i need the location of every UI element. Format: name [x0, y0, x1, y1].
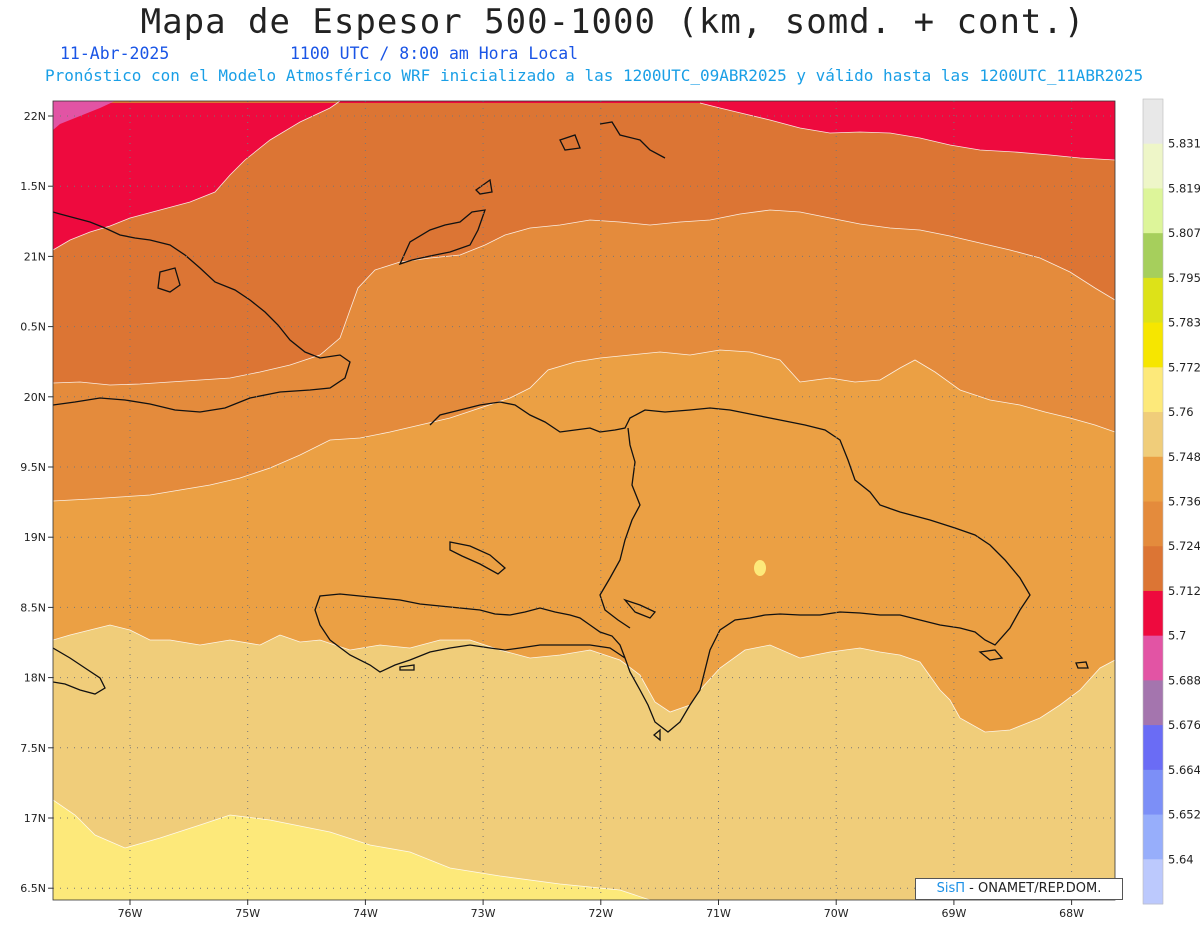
lat-label: 8.5N [20, 601, 46, 614]
colorbar-swatch [1143, 99, 1163, 145]
lat-label: 17N [24, 812, 46, 825]
lon-label: 69W [941, 907, 966, 920]
lon-label: 75W [235, 907, 260, 920]
colorbar-swatch [1143, 412, 1163, 458]
colorbar-swatch [1143, 143, 1163, 189]
longitude-labels: 76W 75W 74W 73W 72W 71W 70W 69W 68W [118, 900, 1084, 920]
colorbar-label: 5.688 [1168, 673, 1200, 687]
colorbar-label: 5.652 [1168, 808, 1200, 822]
colorbar-label: 5.7 [1168, 629, 1186, 643]
lat-label: 1.5N [20, 180, 46, 193]
colorbar-swatch [1143, 367, 1163, 413]
lat-label: 19N [24, 531, 46, 544]
colorbar-swatch [1143, 501, 1163, 547]
colorbar-swatch [1143, 546, 1163, 592]
colorbar-swatch [1143, 680, 1163, 726]
contour-fill-dark-orange [53, 101, 1115, 385]
lat-label: 9.5N [20, 461, 46, 474]
lon-label: 73W [471, 907, 496, 920]
lon-label: 72W [588, 907, 613, 920]
colorbar-frame [1142, 98, 1164, 905]
colorbar-label: 5.748 [1168, 450, 1200, 464]
shaded-contours [53, 101, 1115, 900]
colorbar-swatch [1143, 859, 1163, 905]
lon-label: 70W [824, 907, 849, 920]
contour-fill-red [53, 101, 1115, 250]
forecast-description: Pronóstico con el Modelo Atmosférico WRF… [45, 66, 1144, 85]
latitude-labels: 22N 1.5N 21N 0.5N 20N 9.5N 19N 8.5N 18N 7.5N 17N 6.… [20, 110, 53, 895]
lat-label: 0.5N [20, 321, 46, 334]
plot-frame [52, 100, 1116, 901]
colorbar-swatch [1143, 769, 1163, 816]
forecast-time: 1100 UTC / 8:00 am Hora Local [290, 44, 579, 63]
colorbar-swatch [1143, 590, 1163, 637]
grid-lines [53, 101, 1115, 900]
colorbar-label: 5.676 [1168, 718, 1200, 732]
credit-box: SisΠ - ONAMET/REP.DOM. [915, 878, 1123, 900]
lon-label: 76W [118, 907, 143, 920]
forecast-date: 11-Abr-2025 [60, 44, 170, 63]
credit-org: - ONAMET/REP.DOM. [969, 881, 1102, 896]
colorbar-label: 5.795 [1168, 271, 1200, 285]
colorbar-swatch [1143, 277, 1163, 324]
colorbar-label: 5.783 [1168, 316, 1200, 330]
map-title: Mapa de Espesor 500-1000 (km, somd. + co… [140, 2, 1086, 42]
lat-label: 22N [24, 110, 46, 123]
colorbar-swatch [1143, 322, 1163, 368]
contour-fill-magenta [53, 101, 115, 130]
lon-label: 71W [706, 907, 731, 920]
colorbar-label: 5.64 [1168, 852, 1194, 866]
colorbar-label: 5.819 [1168, 181, 1200, 195]
lat-label: 18N [24, 672, 46, 685]
colorbar-label: 5.724 [1168, 539, 1200, 553]
colorbar-swatch [1143, 725, 1163, 771]
colorbar-label: 5.807 [1168, 226, 1200, 240]
coastlines [53, 121, 1089, 742]
lat-label: 7.5N [20, 742, 46, 755]
colorbar-swatch [1143, 635, 1163, 681]
contour-fill-spot [754, 560, 766, 576]
lon-label: 68W [1059, 907, 1084, 920]
colorbar: 5.831 5.819 5.807 5.795 5.783 5.772 5.76 5.748 5… [1142, 98, 1200, 905]
colorbar-label: 5.76 [1168, 405, 1194, 419]
colorbar-label: 5.831 [1168, 137, 1200, 151]
lon-label: 74W [353, 907, 378, 920]
colorbar-label: 5.772 [1168, 360, 1200, 374]
colorbar-swatch [1143, 456, 1163, 502]
colorbar-label: 5.664 [1168, 763, 1200, 777]
credit-brand: SisΠ [936, 881, 966, 896]
colorbar-swatch [1143, 188, 1163, 234]
colorbar-label: 5.712 [1168, 584, 1200, 598]
colorbar-swatch [1143, 814, 1163, 860]
lat-label: 20N [24, 391, 46, 404]
colorbar-swatch [1143, 233, 1163, 279]
lat-label: 6.5N [20, 882, 46, 895]
contour-fill-yellow [53, 800, 650, 900]
lat-label: 21N [24, 250, 46, 263]
colorbar-label: 5.736 [1168, 495, 1200, 509]
